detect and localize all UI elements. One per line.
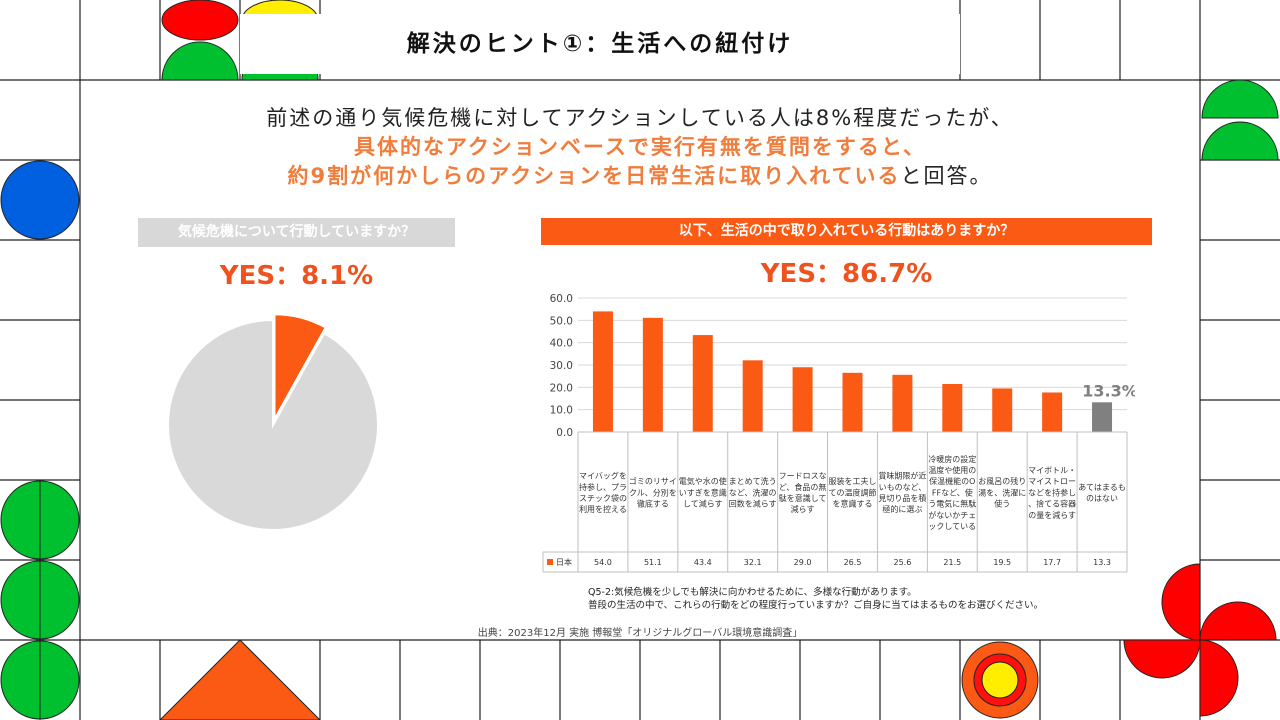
category-label: フードロスなど、食品の無駄を意識して減らす [779,472,827,515]
legend-label: 日本 [556,557,572,567]
table-value: 43.4 [694,558,712,567]
orange-triangle-shape [159,639,321,720]
slide-title: 解決のヒント①：生活への紐付け [240,14,960,74]
y-tick-label: 10.0 [550,405,573,417]
bar-10 [1092,402,1113,432]
pie-chart [167,313,379,531]
lead-line-1: 前述の通り気候危機に対してアクションしている人は8%程度だったが、 [266,106,1014,130]
table-value: 26.5 [844,558,862,567]
table-value: 54.0 [594,558,612,567]
bar-6 [892,374,913,432]
y-tick-label: 40.0 [550,338,573,350]
green-half-circle-shape [1201,121,1279,161]
red-pinwheel-shape [1123,563,1277,717]
category-label: 電気や水の使いすぎを意識して減らす [679,476,727,508]
source-note: 出典：2023年12月 実施 博報堂「オリジナルグローバル環境意識調査」 [477,628,803,639]
lead-line-3-highlight: 約9割が何かしらのアクションを日常生活に取り入れている [287,164,901,188]
table-value: 21.5 [943,558,961,567]
left-result: YES：8.1% [219,261,374,291]
bar-4 [792,367,813,432]
lead-line-3: 約9割が何かしらのアクションを日常生活に取り入れていると回答。 [100,162,1180,191]
table-value: 13.3 [1093,558,1111,567]
table-value: 29.0 [794,558,812,567]
lead-line-2: 具体的なアクションベースで実行有無を質問をすると、 [353,135,927,159]
y-tick-label: 30.0 [550,360,573,372]
category-label: お風呂の残り湯を、洗濯に使う [978,476,1026,508]
bar-2 [692,335,713,432]
table-value: 25.6 [894,558,912,567]
table-value: 19.5 [993,558,1011,567]
bar-0 [592,311,613,432]
bar-9 [1042,392,1063,432]
table-value: 32.1 [744,558,762,567]
category-label: あてはまるものはない [1078,483,1126,503]
y-tick-label: 0.0 [556,427,573,439]
note-line-2: 普段の生活の中で、これらの行動をどの程度行っていますか？ご自身に当てはまるものを… [588,600,1043,611]
left-question-banner: 気候危機について行動していますか？ [138,218,455,247]
bar-3 [742,360,763,432]
category-label: 冷暖房の設定温度や使用の保温機能のO FFなど、使う電気に無駄がないかチェックして… [928,454,976,531]
bar-1 [642,317,663,432]
table-value: 51.1 [644,558,662,567]
category-label: マイバッグを持参し、プラスチック袋の利用を控える [579,471,627,515]
category-label: まとめて洗うなど、洗濯の回数を減らす [729,476,777,508]
bar-7 [942,383,963,432]
green-half-circle-shape [1201,79,1279,119]
pie-slice-1 [167,318,379,531]
bar-8 [992,388,1013,432]
pie-slice-0 [273,313,328,424]
legend-swatch [547,559,553,565]
category-label: 賞味期限が近いものなど、見切り品を積極的に選ぶ [878,471,926,515]
lead-text: 前述の通り気候危機に対してアクションしている人は8%程度だったが、 具体的なアク… [100,104,1180,191]
green-half-circle-shape [161,41,239,81]
red-oval-shape [161,0,239,41]
question-note: Q5-2:気候危機を少しでも解決に向かわせるために、多様な行動があります。 普段… [588,586,1043,612]
table-value: 17.7 [1043,558,1061,567]
highlight-value-label: 13.3% [1082,381,1135,400]
y-tick-label: 20.0 [550,382,573,394]
lead-line-3-tail: と回答。 [900,164,993,188]
blue-circle-shape [0,160,80,240]
right-question-banner: 以下、生活の中で取り入れている行動はありますか？ [541,218,1152,245]
category-label: ゴミのリサイクル、分別を徹底する [629,476,677,508]
bar-chart: 60.0 50.0 40.0 30.0 20.0 10.0 0.0 13.3% マイバッグを持参… [542,293,1135,573]
y-tick-label: 50.0 [550,315,573,327]
y-tick-label: 60.0 [550,293,573,305]
bar-5 [842,372,863,432]
category-label: 服装を工夫しての温度調節を意識する [829,476,877,508]
note-line-1: Q5-2:気候危機を少しでも解決に向かわせるために、多様な行動があります。 [588,587,917,598]
category-label: マイボトル・マイストローなどを持参し、捨てる容器の量を減らす [1028,466,1076,520]
right-result: YES：86.7% [760,259,933,289]
